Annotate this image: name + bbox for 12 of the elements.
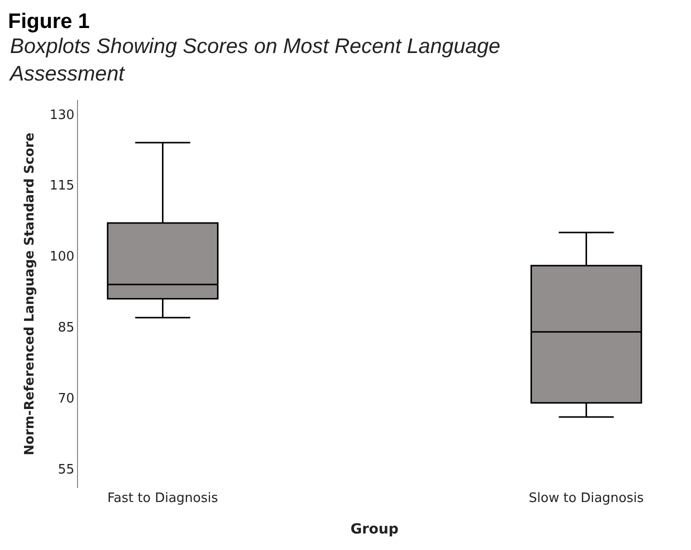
x-tick-label: Slow to Diagnosis — [528, 491, 644, 506]
chart-title: Figure 1 — [8, 10, 90, 33]
x-tick-label: Fast to Diagnosis — [107, 491, 218, 506]
chart-subtitle: Boxplots Showing Scores on Most Recent Language Assessment — [8, 35, 500, 86]
y-axis-title: Norm-Referenced Language Standard Score — [22, 132, 38, 456]
x-axis-title: Group — [350, 521, 399, 538]
y-tick-label: 130 — [50, 108, 74, 123]
y-tick-label: 70 — [58, 392, 74, 407]
y-tick-label: 85 — [58, 320, 74, 336]
y-tick-label: 100 — [50, 250, 74, 265]
y-tick-label: 115 — [50, 178, 74, 194]
y-tick-label: 55 — [58, 462, 74, 478]
